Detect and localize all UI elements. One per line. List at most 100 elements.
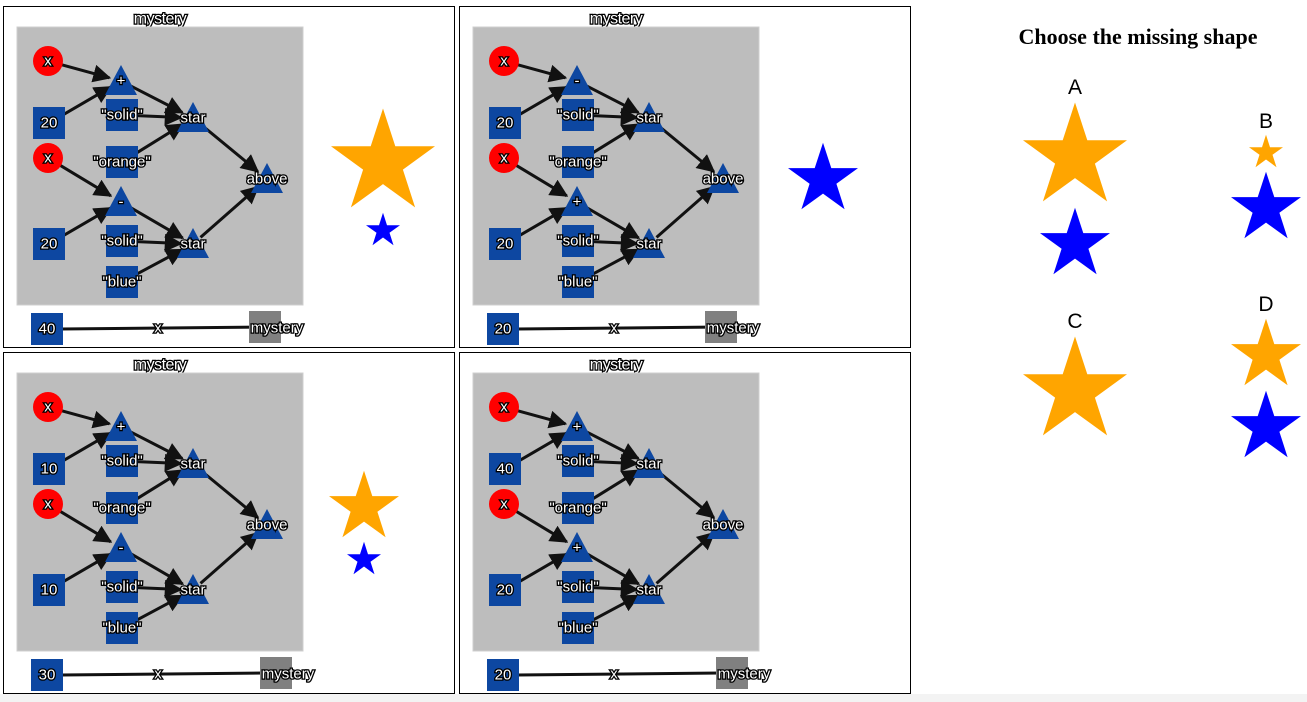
choice-b[interactable]: B	[1186, 110, 1307, 260]
function-node-shape	[633, 228, 665, 258]
node-star1: star	[633, 102, 665, 132]
function-node-shape	[561, 532, 593, 562]
string-node-shape	[106, 612, 138, 644]
node-label: 10	[41, 582, 58, 599]
edge-n1-op1	[514, 431, 569, 465]
variable-node-shape	[489, 489, 519, 519]
edge-mode2-star2	[589, 233, 639, 252]
node-n1: 40	[489, 453, 521, 485]
variable-node-shape	[33, 46, 63, 76]
mystery-box	[716, 657, 748, 689]
node-op2: +	[561, 186, 593, 216]
choice-star-2	[1231, 171, 1301, 239]
edge-mode1-star1	[133, 453, 183, 472]
node-mode2: "solid"	[556, 225, 600, 257]
function-node-shape	[561, 411, 593, 441]
call-edge	[60, 671, 266, 677]
node-n2: 10	[33, 574, 65, 606]
edge-star1-above	[199, 123, 260, 173]
result-image	[331, 108, 435, 246]
choice-star-2	[1040, 207, 1110, 275]
choice-b-letter: B	[1258, 110, 1273, 133]
panel-1: mystery x 20 x 20 + "solid" "orange" star above - "…	[3, 6, 455, 348]
parameter-label: x	[154, 320, 162, 337]
node-label: x	[500, 150, 508, 167]
edge-mode1-star1	[589, 453, 639, 472]
function-node-shape	[633, 102, 665, 132]
result-image	[788, 142, 858, 210]
node-op1: +	[105, 411, 137, 441]
node-x1: x	[33, 46, 63, 76]
string-node-shape	[562, 146, 594, 178]
choice-a-shape	[1023, 102, 1127, 275]
node-label: "solid"	[101, 579, 143, 596]
node-x2: x	[33, 489, 63, 519]
node-label: x	[44, 496, 52, 513]
node-star1: star	[633, 448, 665, 478]
node-label: star	[180, 236, 205, 253]
node-color2: "blue"	[557, 612, 599, 644]
function-node-shape	[105, 411, 137, 441]
node-label: star	[636, 236, 661, 253]
node-mode1: "solid"	[100, 445, 144, 477]
edge-mode1-star1	[133, 107, 183, 126]
node-color2: "blue"	[101, 612, 143, 644]
edge-mode2-star2	[589, 579, 639, 598]
edge-mode1-star1	[589, 107, 639, 126]
input-value: 20	[495, 667, 512, 684]
node-mode2: "solid"	[100, 571, 144, 603]
choice-b-shape	[1231, 134, 1301, 239]
call-row: 40 x mystery	[31, 311, 305, 345]
input-value-box	[487, 313, 519, 345]
choice-d[interactable]: D	[1186, 293, 1307, 458]
result-star-2	[366, 212, 400, 246]
function-title: mystery	[590, 357, 643, 374]
node-label: star	[636, 456, 661, 473]
choice-c[interactable]: C	[995, 310, 1155, 450]
node-op1: +	[105, 65, 137, 95]
parameter-label: x	[610, 666, 618, 683]
edge-n1-op1	[58, 85, 113, 119]
node-label: -	[575, 73, 580, 90]
variable-node-shape	[33, 143, 63, 173]
node-label: x	[500, 399, 508, 416]
panel-4: mystery x 40 x 20 + "solid" "orange" star above + "…	[459, 352, 911, 694]
node-label: +	[573, 194, 582, 211]
edge-op2-star2	[128, 551, 185, 586]
question-title: Choose the missing shape	[1018, 24, 1258, 49]
function-node-shape	[561, 65, 593, 95]
input-value: 20	[495, 321, 512, 338]
node-n2: 20	[489, 574, 521, 606]
input-value: 40	[39, 321, 56, 338]
choice-d-letter: D	[1258, 293, 1274, 316]
node-label: "blue"	[102, 274, 141, 291]
function-node-shape	[177, 574, 209, 604]
choice-star-1	[1231, 318, 1301, 386]
choice-a[interactable]: A	[995, 76, 1155, 276]
variable-node-shape	[489, 392, 519, 422]
node-star2: star	[177, 574, 209, 604]
node-star2: star	[633, 228, 665, 258]
node-above: above	[701, 163, 745, 193]
parameter-label: x	[610, 320, 618, 337]
function-name-label: mystery	[707, 320, 760, 337]
result-star-1	[788, 142, 858, 210]
function-node-shape	[561, 186, 593, 216]
node-mode1: "solid"	[100, 99, 144, 131]
node-label: 20	[497, 236, 514, 253]
string-node-shape	[562, 571, 594, 603]
node-label: x	[44, 150, 52, 167]
function-name-label: mystery	[718, 666, 771, 683]
string-node-shape	[106, 146, 138, 178]
node-op2: +	[561, 532, 593, 562]
edge-x2-op2	[57, 508, 113, 544]
edge-star2-above	[199, 531, 260, 585]
panel-2: mystery x 20 x 20 - "solid" "orange" star above + "…	[459, 6, 911, 348]
node-x1: x	[489, 46, 519, 76]
edge-n2-op2	[514, 552, 569, 586]
node-label: 20	[41, 115, 58, 132]
bottom-strip	[0, 694, 1307, 702]
node-label: 20	[497, 115, 514, 132]
number-node-shape	[33, 228, 65, 260]
edge-op2-star2	[584, 551, 641, 586]
